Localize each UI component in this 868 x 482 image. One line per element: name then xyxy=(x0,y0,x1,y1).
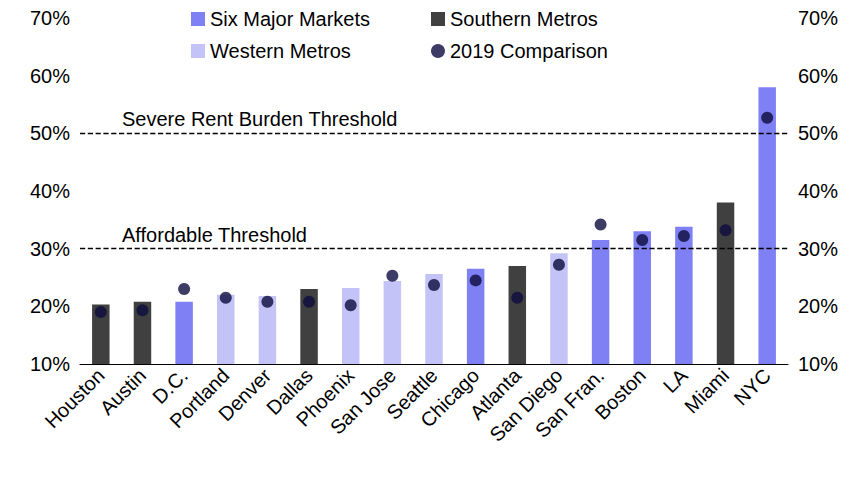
svg-text:San Diego: San Diego xyxy=(485,364,567,446)
svg-text:60%: 60% xyxy=(798,65,838,87)
svg-text:Seattle: Seattle xyxy=(382,364,442,424)
svg-text:Boston: Boston xyxy=(590,364,650,424)
svg-text:2019 Comparison: 2019 Comparison xyxy=(450,40,608,62)
svg-text:70%: 70% xyxy=(798,7,838,29)
svg-text:Chicago: Chicago xyxy=(416,364,483,431)
svg-text:Phoenix: Phoenix xyxy=(291,364,359,431)
svg-text:LA: LA xyxy=(659,364,692,397)
svg-text:Portland: Portland xyxy=(165,364,233,432)
svg-text:20%: 20% xyxy=(30,295,70,317)
svg-text:D.C.: D.C. xyxy=(148,364,192,409)
svg-text:20%: 20% xyxy=(798,295,838,317)
svg-text:Affordable Threshold: Affordable Threshold xyxy=(122,224,307,246)
svg-text:40%: 40% xyxy=(30,180,70,202)
svg-text:10%: 10% xyxy=(30,353,70,375)
svg-text:Six Major Markets: Six Major Markets xyxy=(210,8,370,30)
svg-text:Severe Rent Burden Threshold: Severe Rent Burden Threshold xyxy=(122,108,397,130)
svg-text:San Jose: San Jose xyxy=(325,364,401,439)
svg-text:San Fran.: San Fran. xyxy=(530,364,609,442)
svg-text:Atlanta: Atlanta xyxy=(465,364,526,424)
svg-text:30%: 30% xyxy=(798,238,838,260)
svg-text:10%: 10% xyxy=(798,353,838,375)
svg-text:Austin: Austin xyxy=(95,364,150,419)
svg-text:Miami: Miami xyxy=(680,364,733,417)
svg-text:Western Metros: Western Metros xyxy=(210,40,351,62)
svg-text:Houston: Houston xyxy=(40,364,108,432)
svg-text:60%: 60% xyxy=(30,65,70,87)
svg-text:NYC: NYC xyxy=(730,364,775,409)
svg-text:30%: 30% xyxy=(30,238,70,260)
svg-text:Dallas: Dallas xyxy=(262,364,317,420)
svg-text:50%: 50% xyxy=(798,122,838,144)
svg-text:70%: 70% xyxy=(30,7,70,29)
svg-text:50%: 50% xyxy=(30,122,70,144)
svg-text:40%: 40% xyxy=(798,180,838,202)
svg-text:Southern Metros: Southern Metros xyxy=(450,8,598,30)
svg-text:Denver: Denver xyxy=(214,364,275,425)
